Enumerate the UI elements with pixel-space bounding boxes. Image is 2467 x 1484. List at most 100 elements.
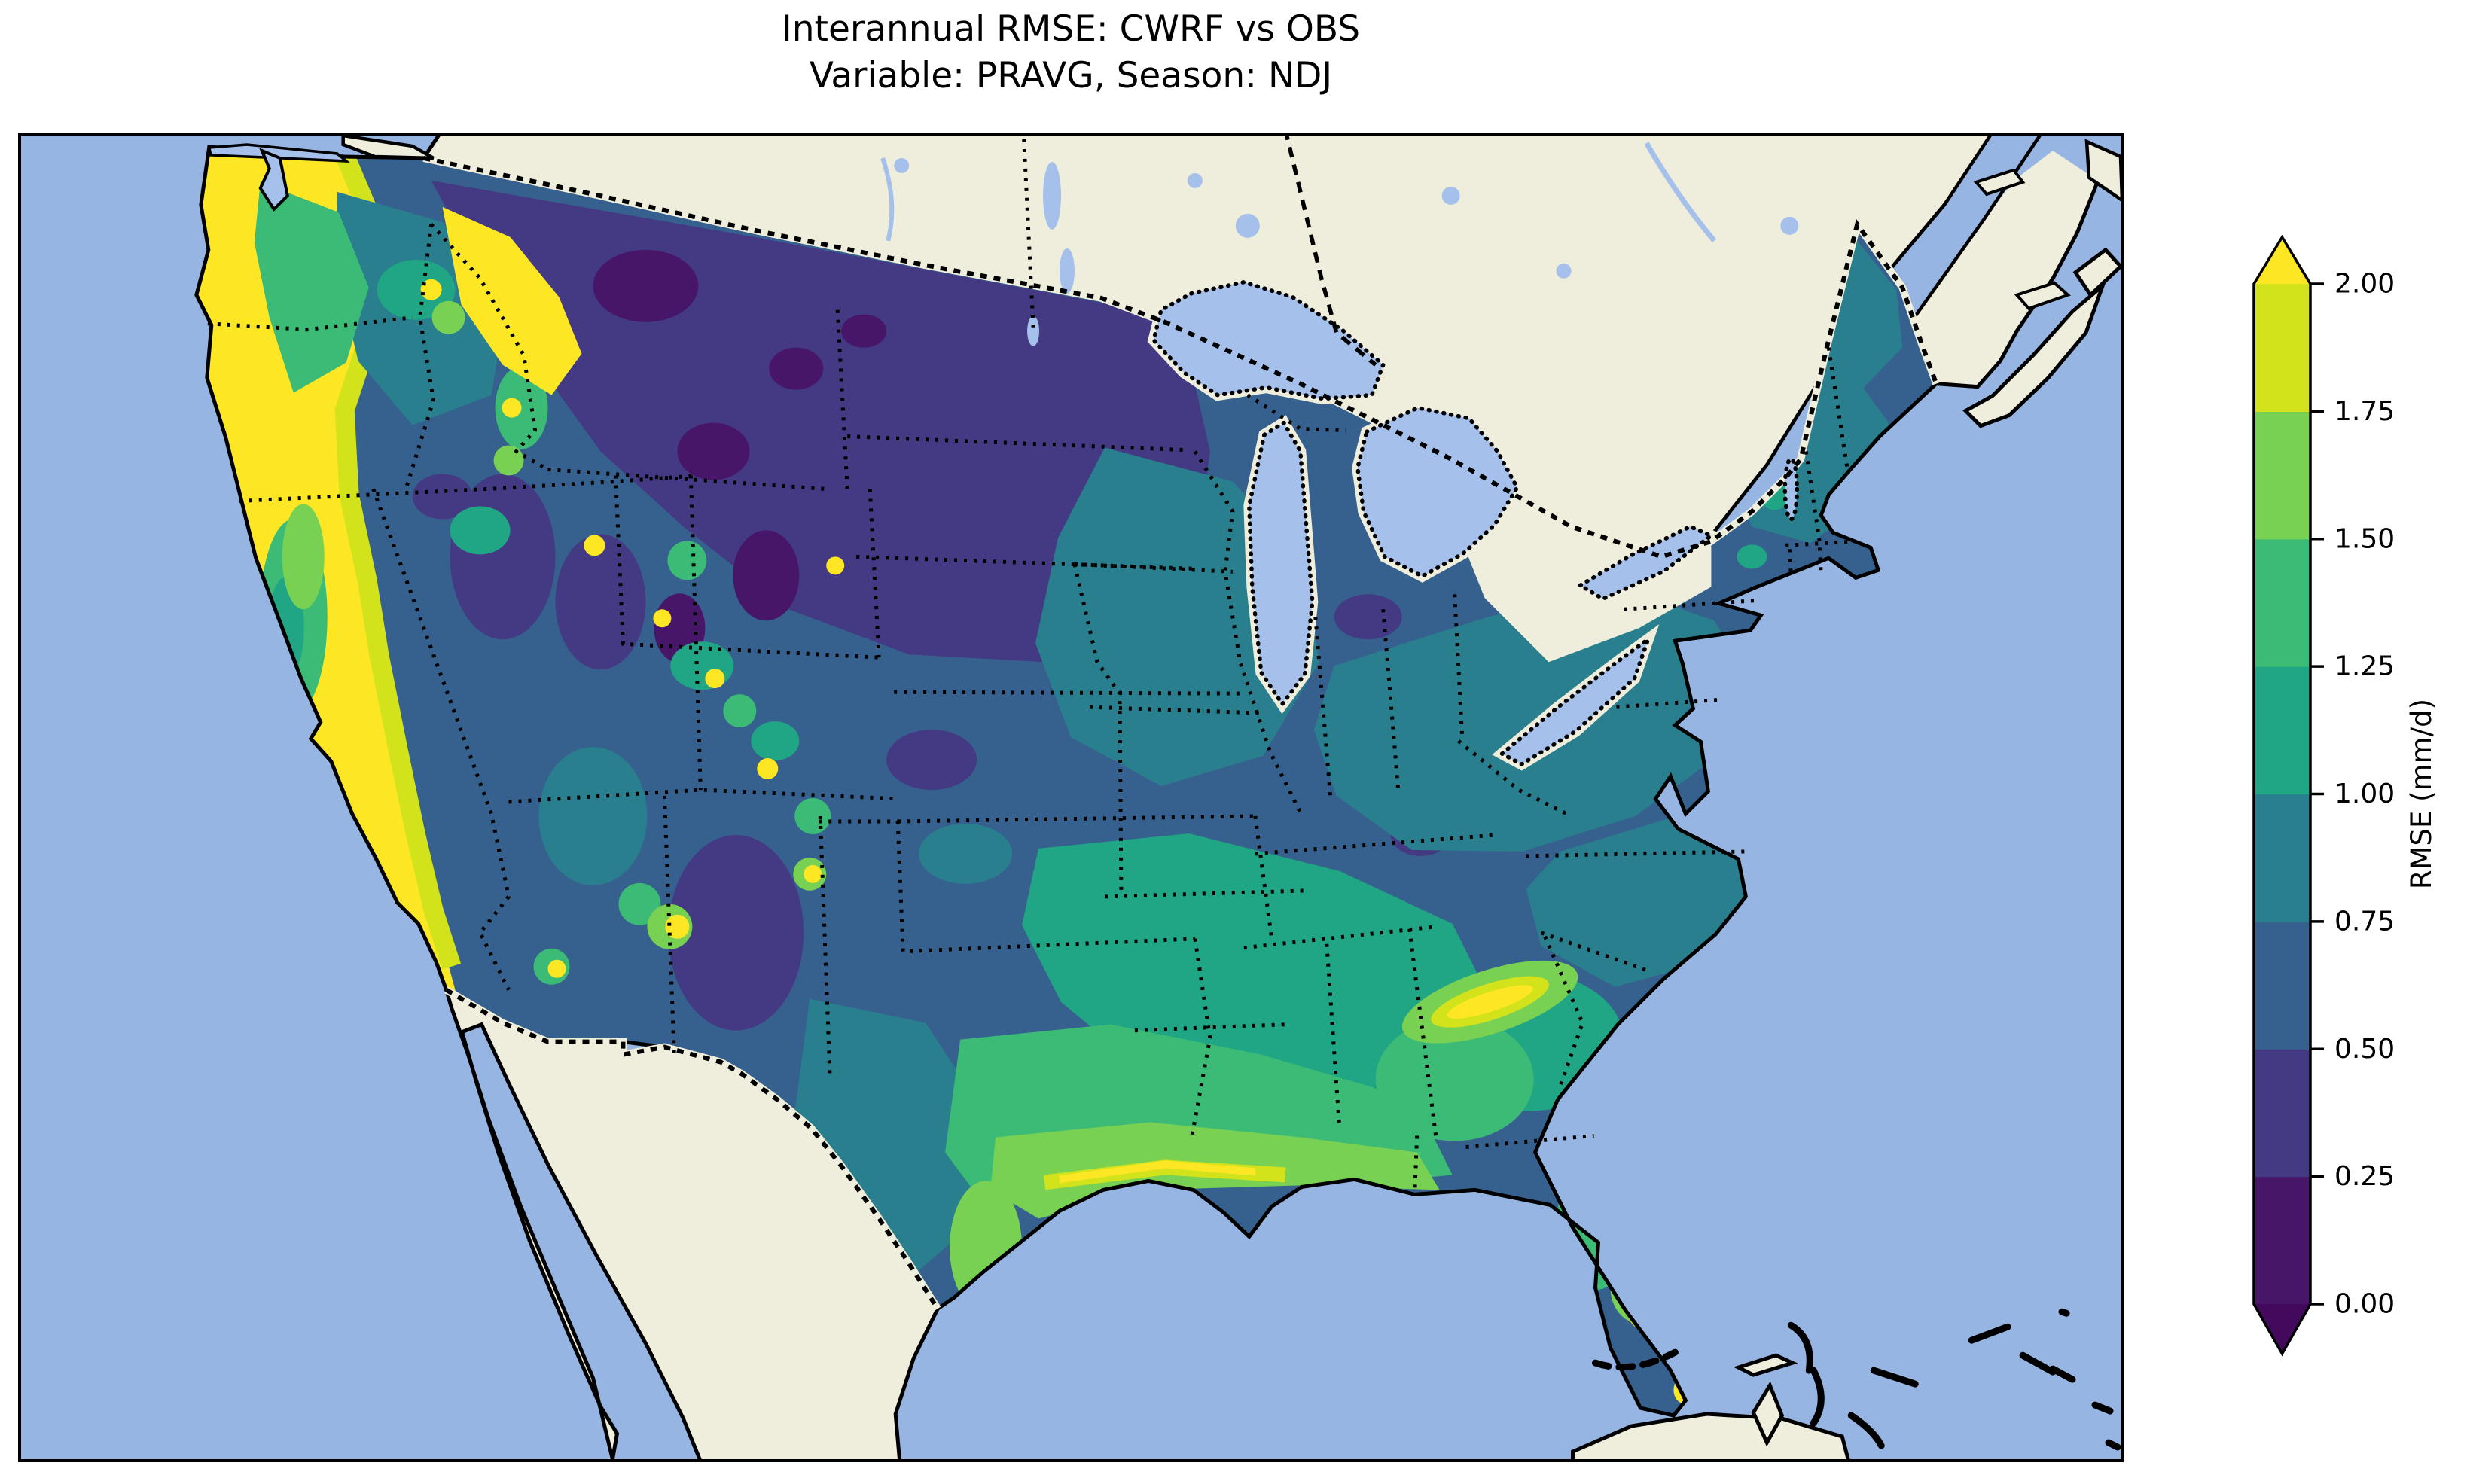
contour-spot-high — [584, 535, 605, 556]
plot-title-line1: Interannual RMSE: CWRF vs OBS — [781, 8, 1361, 50]
colorbar-tick-label: 0.50 — [2334, 1034, 2395, 1065]
contour-blob — [668, 834, 804, 1031]
puget-sound — [258, 148, 289, 212]
colorbar-tick-label: 1.75 — [2334, 396, 2395, 427]
lake-small — [894, 157, 910, 173]
caribbean-islets — [1870, 1308, 2121, 1451]
colorbar-tick-label: 0.00 — [2334, 1289, 2395, 1320]
state-border-line — [547, 468, 827, 491]
state-border-line — [1255, 833, 1746, 858]
colorbar-bin — [2254, 921, 2310, 1050]
colorbar-extend-over — [2254, 237, 2310, 284]
prince-edward-island — [2014, 281, 2071, 311]
contour-spot-high — [420, 279, 442, 300]
colorbar-tick-label: 1.50 — [2334, 523, 2395, 554]
colorbar-bin — [2254, 538, 2310, 667]
nova-scotia — [1962, 279, 2107, 428]
plot-title-line2: Variable: PRAVG, Season: NDJ — [809, 55, 1333, 96]
contour-blob — [555, 534, 646, 670]
contour-spot-high — [653, 609, 672, 628]
andros-island — [1751, 1381, 1785, 1447]
state-border-line — [1193, 450, 1303, 814]
river — [880, 157, 895, 242]
contour-blob — [919, 823, 1013, 884]
colorbar-bin — [2254, 666, 2310, 795]
grand-bahama — [1733, 1353, 1798, 1377]
colorbar-bin — [2254, 794, 2310, 922]
contour-spot — [493, 445, 524, 476]
contour-spot — [431, 300, 465, 334]
contour-spot — [794, 797, 831, 834]
state-borders — [207, 223, 1850, 1195]
state-border-line — [898, 814, 1255, 824]
state-border-line — [1540, 931, 1648, 1088]
state-border-line — [1785, 347, 1850, 576]
contour-blob — [377, 259, 456, 320]
contour-spot — [618, 882, 661, 925]
contour-spot — [667, 541, 707, 580]
state-border-line — [1072, 563, 1124, 897]
ontario-peninsula — [1450, 459, 1712, 663]
province-border-line — [1021, 136, 1035, 328]
lake-small — [1780, 216, 1799, 235]
contour-spot — [723, 694, 757, 728]
contour-blob — [886, 730, 977, 791]
canada-lakes — [880, 142, 1799, 346]
contour-blob — [254, 181, 369, 393]
anticosti-island — [1973, 168, 2026, 197]
colorbar-bin — [2254, 284, 2310, 412]
state-border-line — [613, 475, 881, 660]
state-border-line — [207, 315, 413, 332]
contour-spot-high — [757, 758, 779, 780]
state-border-line — [819, 819, 1195, 954]
contour-streak-high — [1447, 985, 1533, 1019]
lake-huron — [1355, 405, 1520, 579]
state-border-line — [1313, 594, 1465, 798]
contour-streak-high — [1059, 1160, 1256, 1184]
contour-blob — [670, 641, 734, 690]
contour-blob — [751, 721, 800, 761]
state-border-line — [1190, 815, 1274, 1136]
lake-small — [1441, 186, 1460, 205]
state-border-line — [662, 795, 676, 1057]
state-border-line — [1243, 925, 1438, 1136]
lake-michigan — [1247, 420, 1315, 706]
lake-small — [1187, 172, 1203, 188]
colorbar-tick-label: 0.75 — [2334, 906, 2395, 937]
colorbar-bin — [2254, 1176, 2310, 1305]
province-border-line — [1284, 136, 1377, 367]
contour-blob — [1375, 1017, 1534, 1141]
state-border-line — [371, 488, 511, 991]
state-border-line — [1413, 1134, 1594, 1195]
lake-small — [1027, 315, 1040, 346]
map-canvas — [21, 136, 2121, 1459]
contour-region-minimum — [733, 530, 800, 621]
eleuthera-island — [1810, 1367, 1825, 1427]
state-border-line — [847, 434, 1184, 453]
cape-breton-island — [2072, 247, 2121, 298]
cuba — [1571, 1412, 1850, 1459]
colorbar-tick-label: 2.00 — [2334, 269, 2395, 300]
maritimes-coastline — [1934, 178, 2100, 389]
contour-blob — [1334, 594, 1402, 640]
state-border-line — [508, 475, 900, 804]
state-border-line — [1246, 393, 1346, 433]
contour-region-minimum — [677, 422, 750, 480]
lake-champlain — [1782, 456, 1800, 522]
contour-spot-high — [804, 864, 822, 883]
colorbar-tick-label: 1.25 — [2334, 651, 2395, 682]
contour-spot-high — [502, 398, 522, 418]
contour-spot-high — [826, 556, 845, 575]
lake-erie — [1499, 637, 1651, 766]
abaco-island — [1787, 1321, 1813, 1374]
lake-small — [1235, 213, 1260, 238]
state-border-line — [835, 309, 849, 489]
lake-small — [1060, 248, 1075, 294]
long-island-bahamas — [1847, 1412, 1885, 1449]
lake-small — [1556, 263, 1572, 279]
strait-juan-de-fuca — [207, 143, 350, 163]
vancouver-island — [341, 136, 435, 160]
great-lakes — [1147, 276, 1723, 771]
state-border-line — [429, 223, 549, 471]
